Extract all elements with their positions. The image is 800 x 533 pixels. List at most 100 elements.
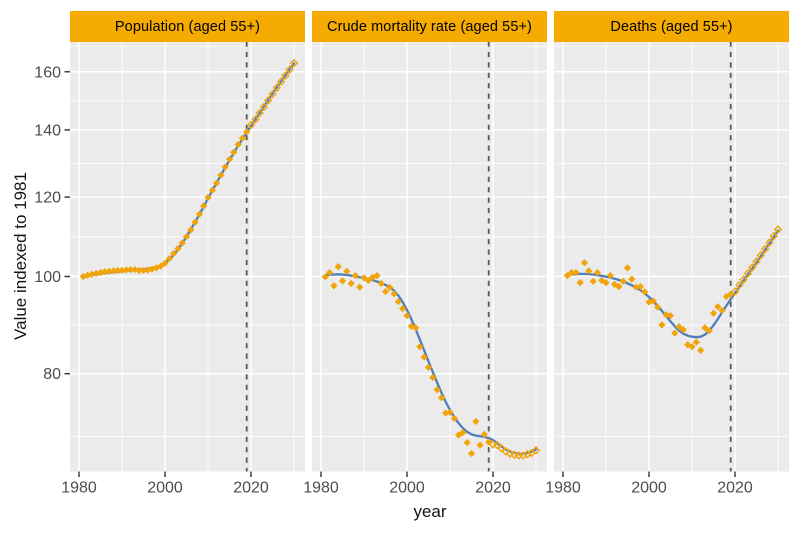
x-axis-title: year	[413, 502, 447, 521]
data-point	[230, 148, 238, 156]
data-point	[195, 210, 203, 218]
data-point	[684, 341, 692, 349]
y-tick-label: 120	[34, 190, 61, 207]
projected-data-point	[493, 440, 502, 450]
data-point	[127, 265, 135, 274]
data-point	[697, 346, 705, 354]
projected-data-point	[531, 446, 541, 455]
data-point	[334, 262, 342, 271]
data-point	[572, 268, 580, 277]
data-point	[161, 259, 169, 267]
data-point	[412, 324, 420, 332]
data-point	[480, 430, 488, 438]
data-point	[485, 438, 493, 446]
data-point	[165, 254, 173, 263]
data-point	[442, 409, 450, 417]
data-point	[727, 290, 735, 298]
data-point	[705, 327, 713, 335]
data-point	[174, 245, 182, 253]
projected-data-point	[255, 108, 264, 118]
projected-data-point	[769, 231, 778, 241]
data-point	[238, 134, 246, 142]
data-point	[243, 128, 251, 136]
projected-data-point	[501, 447, 511, 456]
data-point	[632, 283, 640, 291]
data-point	[714, 303, 722, 311]
data-point	[221, 163, 229, 171]
data-point	[615, 283, 623, 291]
data-point	[433, 386, 441, 394]
data-point	[364, 276, 372, 285]
projected-data-point	[246, 120, 256, 130]
projected-data-point	[523, 449, 532, 459]
x-tick-label: 1980	[303, 480, 339, 497]
data-point	[213, 179, 221, 187]
data-point	[420, 353, 428, 361]
projected-data-point	[263, 96, 273, 105]
data-point	[671, 329, 679, 337]
facet-strip-label: Deaths (aged 55+)	[610, 18, 733, 35]
data-point	[437, 394, 445, 402]
data-point	[88, 270, 96, 278]
data-point	[326, 268, 334, 277]
projected-data-point	[765, 238, 774, 247]
x-tick-label: 1980	[61, 480, 97, 497]
data-point	[692, 338, 700, 346]
data-point	[217, 171, 225, 179]
data-point	[187, 226, 195, 234]
y-tick-label: 160	[34, 64, 61, 81]
data-point	[114, 266, 122, 275]
data-point	[343, 267, 351, 275]
data-point	[225, 155, 234, 163]
panel-background	[70, 41, 305, 472]
panel-background	[554, 41, 789, 472]
projected-data-point	[735, 281, 744, 290]
data-point	[658, 321, 666, 329]
data-point	[619, 277, 627, 285]
projected-data-point	[747, 263, 757, 272]
data-point	[649, 297, 657, 305]
data-point	[381, 287, 390, 296]
data-point	[386, 283, 394, 292]
data-point	[200, 202, 208, 210]
facet-strip-population: Population (aged 55+)	[70, 11, 305, 42]
data-point	[593, 268, 601, 277]
data-point	[476, 441, 484, 449]
facet-strip-label: Crude mortality rate (aged 55+)	[327, 18, 532, 35]
data-point	[101, 268, 109, 276]
projected-data-point	[760, 244, 770, 254]
data-point	[347, 279, 355, 288]
projected-data-point	[739, 275, 748, 284]
data-point	[446, 408, 454, 416]
projected-data-point	[259, 102, 269, 112]
data-point	[576, 279, 584, 287]
data-point	[234, 140, 242, 149]
data-point	[662, 311, 670, 319]
data-point	[321, 273, 329, 281]
data-point	[157, 262, 165, 270]
data-point	[178, 239, 186, 247]
x-tick-label: 2000	[147, 480, 183, 497]
data-point	[390, 290, 398, 298]
data-point	[356, 283, 364, 291]
data-point	[450, 414, 458, 422]
y-tick-label: 140	[34, 122, 61, 139]
projected-data-point	[730, 287, 740, 296]
data-point	[118, 266, 126, 275]
data-point	[144, 266, 152, 274]
data-point	[585, 267, 593, 275]
data-point	[170, 249, 178, 258]
data-point	[351, 272, 359, 280]
x-tick-label: 2000	[389, 480, 425, 497]
y-axis-title: Value indexed to 1981	[11, 172, 30, 340]
projected-data-point	[743, 269, 753, 278]
projected-data-point	[773, 225, 783, 234]
facet-strip-label: Population (aged 55+)	[114, 18, 261, 35]
x-tick-label: 1980	[545, 480, 581, 497]
data-point	[606, 272, 614, 280]
y-tick-label: 80	[43, 366, 61, 383]
data-point	[459, 428, 467, 437]
data-point	[208, 186, 216, 194]
data-point	[654, 303, 662, 311]
data-point	[330, 282, 338, 290]
